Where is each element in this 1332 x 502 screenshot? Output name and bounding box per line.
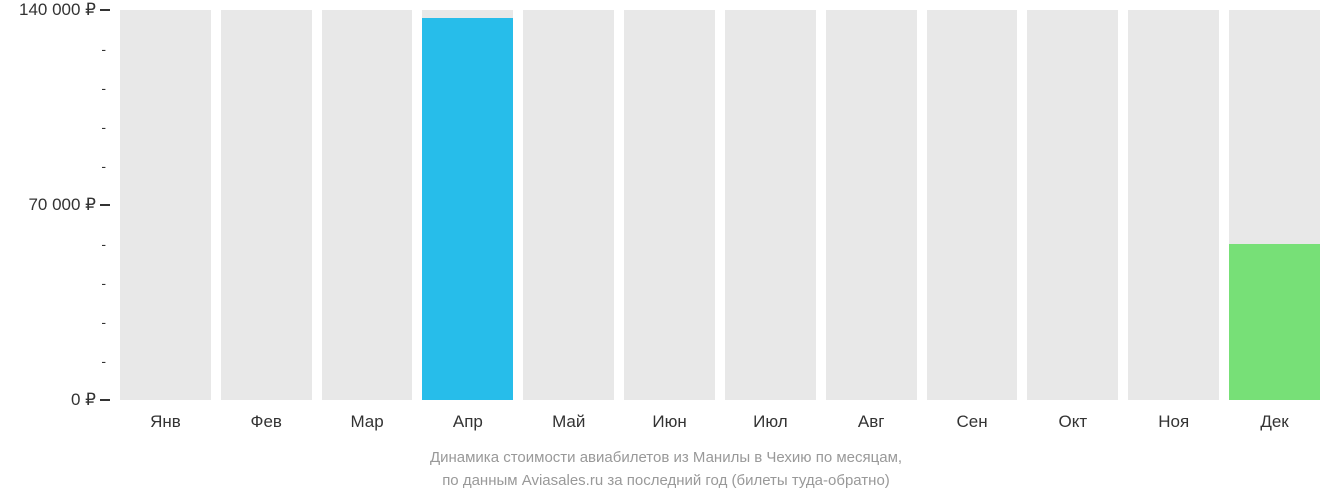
- bar-background: [1027, 10, 1118, 400]
- bar-slot: [221, 10, 312, 400]
- x-label: Ноя: [1128, 412, 1219, 432]
- y-tick-label: 140 000 ₽: [19, 0, 96, 20]
- y-minor-tick: -: [101, 80, 106, 96]
- bar-slot: [624, 10, 715, 400]
- bar-slot: [725, 10, 816, 400]
- bar-slot: [927, 10, 1018, 400]
- x-label: Июл: [725, 412, 816, 432]
- bar-background: [322, 10, 413, 400]
- caption-line-2: по данным Aviasales.ru за последний год …: [0, 470, 1332, 493]
- x-label: Окт: [1027, 412, 1118, 432]
- y-minor-tick: -: [101, 314, 106, 330]
- x-label: Дек: [1229, 412, 1320, 432]
- y-tick-mark: [100, 399, 110, 401]
- x-label: Июн: [624, 412, 715, 432]
- price-chart: 0 ₽ 70 000 ₽ 140 000 ₽ - - - - - - - - Янв Фев Мар Ап…: [0, 0, 1332, 502]
- bar-slot: [1229, 10, 1320, 400]
- x-label: Мар: [322, 412, 413, 432]
- bar-background: [120, 10, 211, 400]
- bar-slot: [322, 10, 413, 400]
- chart-caption: Динамика стоимости авиабилетов из Манилы…: [0, 447, 1332, 492]
- bar-background: [826, 10, 917, 400]
- y-minor-tick: -: [101, 275, 106, 291]
- bar-background: [725, 10, 816, 400]
- caption-line-1: Динамика стоимости авиабилетов из Манилы…: [0, 447, 1332, 470]
- y-tick-mark: [100, 9, 110, 11]
- bar-slot: [1027, 10, 1118, 400]
- y-minor-tick: -: [101, 158, 106, 174]
- plot-area: [120, 10, 1320, 400]
- y-tick-label: 0 ₽: [71, 390, 96, 410]
- y-minor-tick: -: [101, 41, 106, 57]
- y-minor-tick: -: [101, 119, 106, 135]
- bar-background: [221, 10, 312, 400]
- y-tick-mark: [100, 204, 110, 206]
- bar-slot: [826, 10, 917, 400]
- bar-value: [422, 18, 513, 400]
- x-label: Фев: [221, 412, 312, 432]
- y-tick-label: 70 000 ₽: [28, 195, 96, 215]
- x-label: Апр: [422, 412, 513, 432]
- y-minor-tick: -: [101, 236, 106, 252]
- bar-background: [927, 10, 1018, 400]
- x-label: Авг: [826, 412, 917, 432]
- x-label: Май: [523, 412, 614, 432]
- y-minor-tick: -: [101, 353, 106, 369]
- x-label: Янв: [120, 412, 211, 432]
- bar-background: [1128, 10, 1219, 400]
- bar-slot: [1128, 10, 1219, 400]
- x-axis-labels: Янв Фев Мар Апр Май Июн Июл Авг Сен Окт Ноя Дек: [120, 412, 1320, 432]
- bar-background: [624, 10, 715, 400]
- y-axis: 0 ₽70 000 ₽140 000 ₽--------: [0, 0, 120, 400]
- bar-slot: [120, 10, 211, 400]
- bar-slot: [523, 10, 614, 400]
- bar-background: [523, 10, 614, 400]
- x-label: Сен: [927, 412, 1018, 432]
- bar-slot: [422, 10, 513, 400]
- bar-value: [1229, 244, 1320, 400]
